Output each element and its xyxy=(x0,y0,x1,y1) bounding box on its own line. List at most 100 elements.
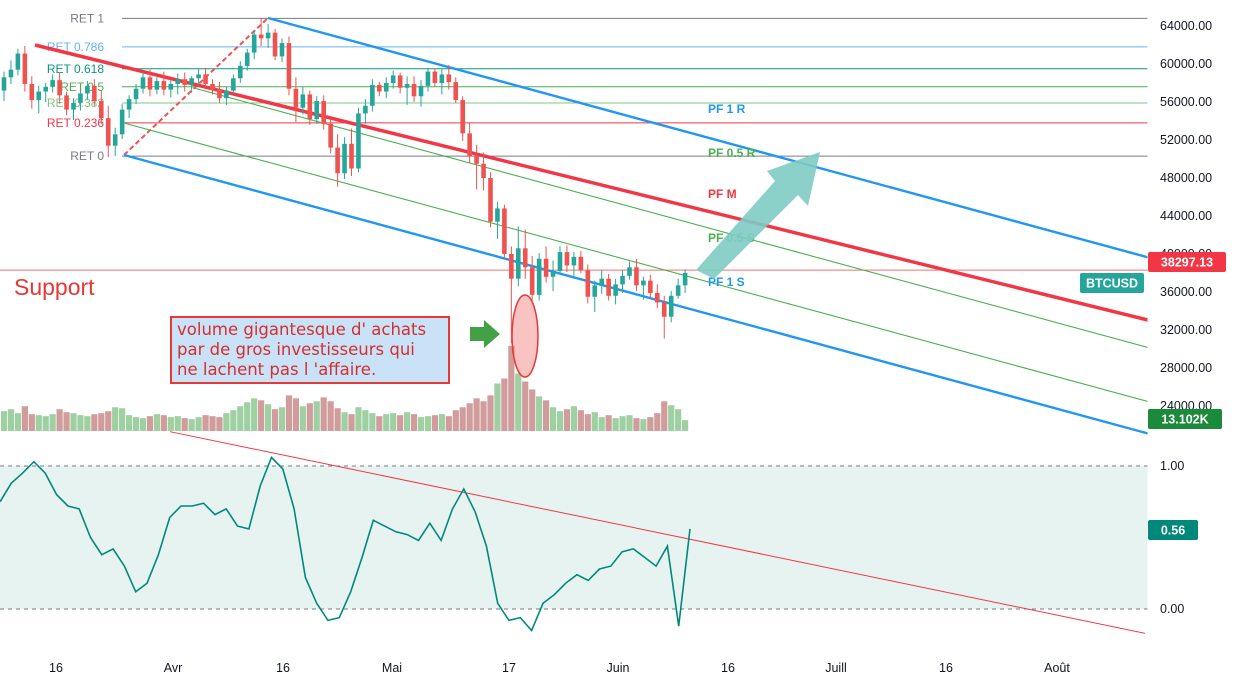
volume-bar xyxy=(285,395,293,431)
volume-bar xyxy=(14,413,21,431)
pitchfork-line xyxy=(193,87,1149,349)
y-tick-label: 52000.00 xyxy=(1160,133,1212,147)
volume-bar xyxy=(216,417,223,431)
volume-bar xyxy=(675,409,682,431)
volume-bar xyxy=(431,415,438,431)
x-tick-label: 16 xyxy=(721,661,735,675)
volume-bar xyxy=(668,405,675,431)
candle-body xyxy=(307,94,313,120)
candle-body xyxy=(210,83,215,90)
candle-body xyxy=(516,248,521,279)
volume-bar xyxy=(334,408,341,431)
candle-body xyxy=(335,147,340,174)
candle-body xyxy=(224,90,229,99)
volume-bar xyxy=(570,406,577,431)
candle-body xyxy=(182,79,187,85)
volume-bar xyxy=(494,383,501,431)
candle-body xyxy=(189,78,194,85)
volume-bar xyxy=(119,408,126,431)
volume-bar xyxy=(327,401,334,431)
volume-bar xyxy=(584,414,591,431)
candle-body xyxy=(522,248,528,268)
support-label: Support xyxy=(14,274,95,300)
oscillator-tick-label: 1.00 xyxy=(1160,459,1184,473)
candle-body xyxy=(432,71,438,83)
x-tick-label: Août xyxy=(1044,661,1070,675)
candle-body xyxy=(133,88,139,100)
volume-bar xyxy=(598,417,605,431)
volume-bar xyxy=(438,414,445,431)
candle-body xyxy=(258,34,264,39)
volume-bar xyxy=(181,418,188,431)
candle-body xyxy=(265,32,271,39)
volume-bar xyxy=(556,411,564,431)
volume-bar xyxy=(28,414,35,431)
candle-body xyxy=(272,32,278,57)
fib-level-label: RET 0 xyxy=(70,149,104,163)
volume-bar xyxy=(501,378,508,431)
x-tick-label: Juin xyxy=(607,661,630,675)
annotation-line: par de gros investisseurs qui xyxy=(177,340,415,359)
candle-body xyxy=(140,77,146,89)
y-tick-label: 64000.00 xyxy=(1160,19,1212,33)
candle-body xyxy=(418,85,424,97)
annotation-box: volume gigantesque d' achats par de gros… xyxy=(170,316,450,384)
volume-tag-bg xyxy=(1148,409,1222,429)
candle-body xyxy=(161,81,167,90)
volume-bar xyxy=(146,416,154,431)
volume-bar xyxy=(626,415,633,431)
volume-bar xyxy=(202,415,209,431)
volume-bar xyxy=(612,418,619,431)
volume-bar xyxy=(265,404,272,431)
oscillator-trendline xyxy=(169,431,1146,634)
volume-bar xyxy=(362,410,369,431)
candle-body xyxy=(328,123,333,148)
forecast-arrow xyxy=(696,152,820,279)
x-tick-label: Juill xyxy=(825,661,847,675)
candle-body xyxy=(203,74,208,84)
volume-bar xyxy=(647,417,654,431)
volume-bar xyxy=(306,403,313,431)
volume-bar xyxy=(35,415,42,431)
volume-bar xyxy=(563,409,571,431)
fib-level-label: RET 1 xyxy=(70,11,104,25)
volume-bar xyxy=(369,413,376,431)
fib-level-label: RET 0.236 xyxy=(47,116,104,130)
oscillator-pane xyxy=(0,431,1148,634)
candle-body xyxy=(36,91,42,101)
volume-bar xyxy=(49,414,56,431)
oscillator-tick-label: 0.00 xyxy=(1160,602,1184,616)
candle-body xyxy=(578,256,584,271)
volume-bar xyxy=(549,407,557,431)
volume-bar xyxy=(84,416,91,431)
y-tick-label: 60000.00 xyxy=(1160,57,1212,71)
volume-bar xyxy=(487,395,494,431)
volume-bar xyxy=(237,406,244,431)
x-tick-label: 17 xyxy=(502,661,516,675)
volume-bar xyxy=(230,410,237,431)
annotation-line: volume gigantesque d' achats xyxy=(177,320,427,339)
pitchfork-label: PF 0.5 R xyxy=(708,146,756,160)
candle-body xyxy=(383,83,389,92)
volume-bar xyxy=(160,415,167,431)
candle-body xyxy=(613,284,618,296)
candle-body xyxy=(50,80,55,87)
candle-body xyxy=(349,143,354,169)
volume-bar xyxy=(195,417,202,431)
candle-body xyxy=(112,134,118,146)
candle-body xyxy=(92,85,97,102)
volume-bar xyxy=(105,411,112,431)
pitchfork-label: PF 1 S xyxy=(708,275,745,289)
volume-bar xyxy=(410,414,418,431)
green-arrow xyxy=(470,320,500,348)
candle-body xyxy=(564,252,570,266)
candles xyxy=(1,18,688,344)
volume-bar xyxy=(98,413,105,431)
volume-bar xyxy=(424,416,432,431)
volume-bar xyxy=(42,416,49,431)
last-price-tag: 38297.13 xyxy=(1161,256,1213,270)
volume-bar xyxy=(633,418,640,431)
candle-body xyxy=(543,258,549,277)
